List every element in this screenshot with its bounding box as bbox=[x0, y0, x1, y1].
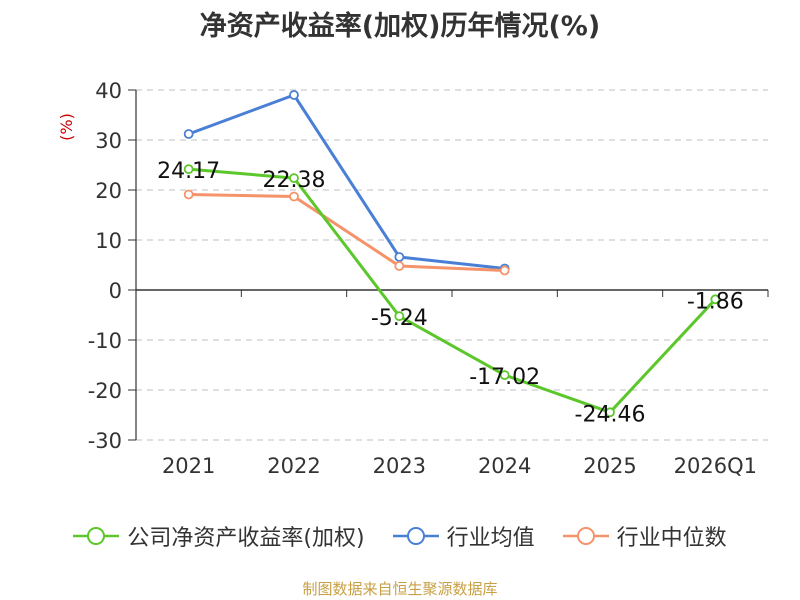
data-point bbox=[499, 265, 510, 276]
x-tick-label: 2024 bbox=[478, 454, 531, 478]
legend-label: 行业均值 bbox=[446, 526, 535, 551]
data-label: -24.46 bbox=[575, 402, 646, 427]
data-label: -17.02 bbox=[469, 365, 540, 390]
x-tick-label: 2021 bbox=[162, 454, 215, 478]
data-label: -5.24 bbox=[371, 306, 428, 331]
x-tick-label: 2022 bbox=[267, 454, 320, 478]
data-point bbox=[289, 173, 299, 184]
legend: 公司净资产收益率(加权) 行业均值 行业中位数 bbox=[0, 520, 800, 552]
data-label: -1.86 bbox=[687, 289, 744, 314]
data-point bbox=[394, 252, 405, 262]
x-tick-label: 2025 bbox=[583, 454, 636, 478]
chart-title: 净资产收益率(加权)历年情况(%) bbox=[199, 11, 601, 42]
data-point bbox=[183, 189, 194, 200]
series-line-2 bbox=[188, 193, 505, 272]
data-point bbox=[499, 370, 510, 381]
data-point bbox=[183, 164, 194, 175]
legend-marker bbox=[562, 527, 609, 545]
data-point bbox=[394, 311, 405, 322]
legend-item[interactable]: 公司净资产收益率(加权) bbox=[73, 520, 365, 552]
y-tick-label: 10 bbox=[95, 229, 122, 253]
data-point bbox=[183, 129, 194, 139]
data-point bbox=[394, 261, 405, 271]
legend-item[interactable]: 行业中位数 bbox=[562, 520, 727, 552]
series-line-1 bbox=[188, 93, 505, 270]
source-note: 制图数据来自恒生聚源数据库 bbox=[302, 580, 498, 598]
legend-label: 行业中位数 bbox=[616, 526, 727, 551]
data-label: 24.17 bbox=[157, 159, 220, 184]
data-point bbox=[605, 407, 615, 418]
series-lines bbox=[183, 90, 721, 418]
data-point bbox=[289, 90, 299, 100]
legend-marker bbox=[392, 527, 439, 545]
data-point bbox=[289, 191, 299, 202]
axes: 40 30 20 10 0 -10 -20 -30 2021 2022 2023 2024 2025 20… bbox=[88, 79, 769, 478]
y-axis-label: (%) bbox=[57, 113, 76, 141]
y-tick-label: 0 bbox=[109, 279, 122, 303]
y-tick-label: 40 bbox=[95, 79, 122, 103]
y-tick-label: 20 bbox=[95, 179, 122, 203]
data-labels: 24.17 22.38 -5.24 -17.02 -24.46 -1.86 bbox=[157, 159, 744, 427]
data-label: 22.38 bbox=[263, 168, 326, 193]
series-line-0 bbox=[188, 167, 717, 414]
y-tick-label: -20 bbox=[88, 379, 122, 403]
data-point bbox=[710, 294, 721, 305]
x-tick-label: 2023 bbox=[373, 454, 426, 478]
y-tick-label: 30 bbox=[95, 129, 122, 153]
x-tick-label: 2026Q1 bbox=[674, 454, 757, 478]
legend-label: 公司净资产收益率(加权) bbox=[127, 526, 365, 551]
grid-lines bbox=[136, 89, 768, 441]
legend-marker bbox=[73, 527, 120, 545]
y-tick-label: -10 bbox=[88, 329, 122, 353]
legend-item[interactable]: 行业均值 bbox=[392, 520, 535, 552]
y-tick-label: -30 bbox=[88, 429, 122, 453]
